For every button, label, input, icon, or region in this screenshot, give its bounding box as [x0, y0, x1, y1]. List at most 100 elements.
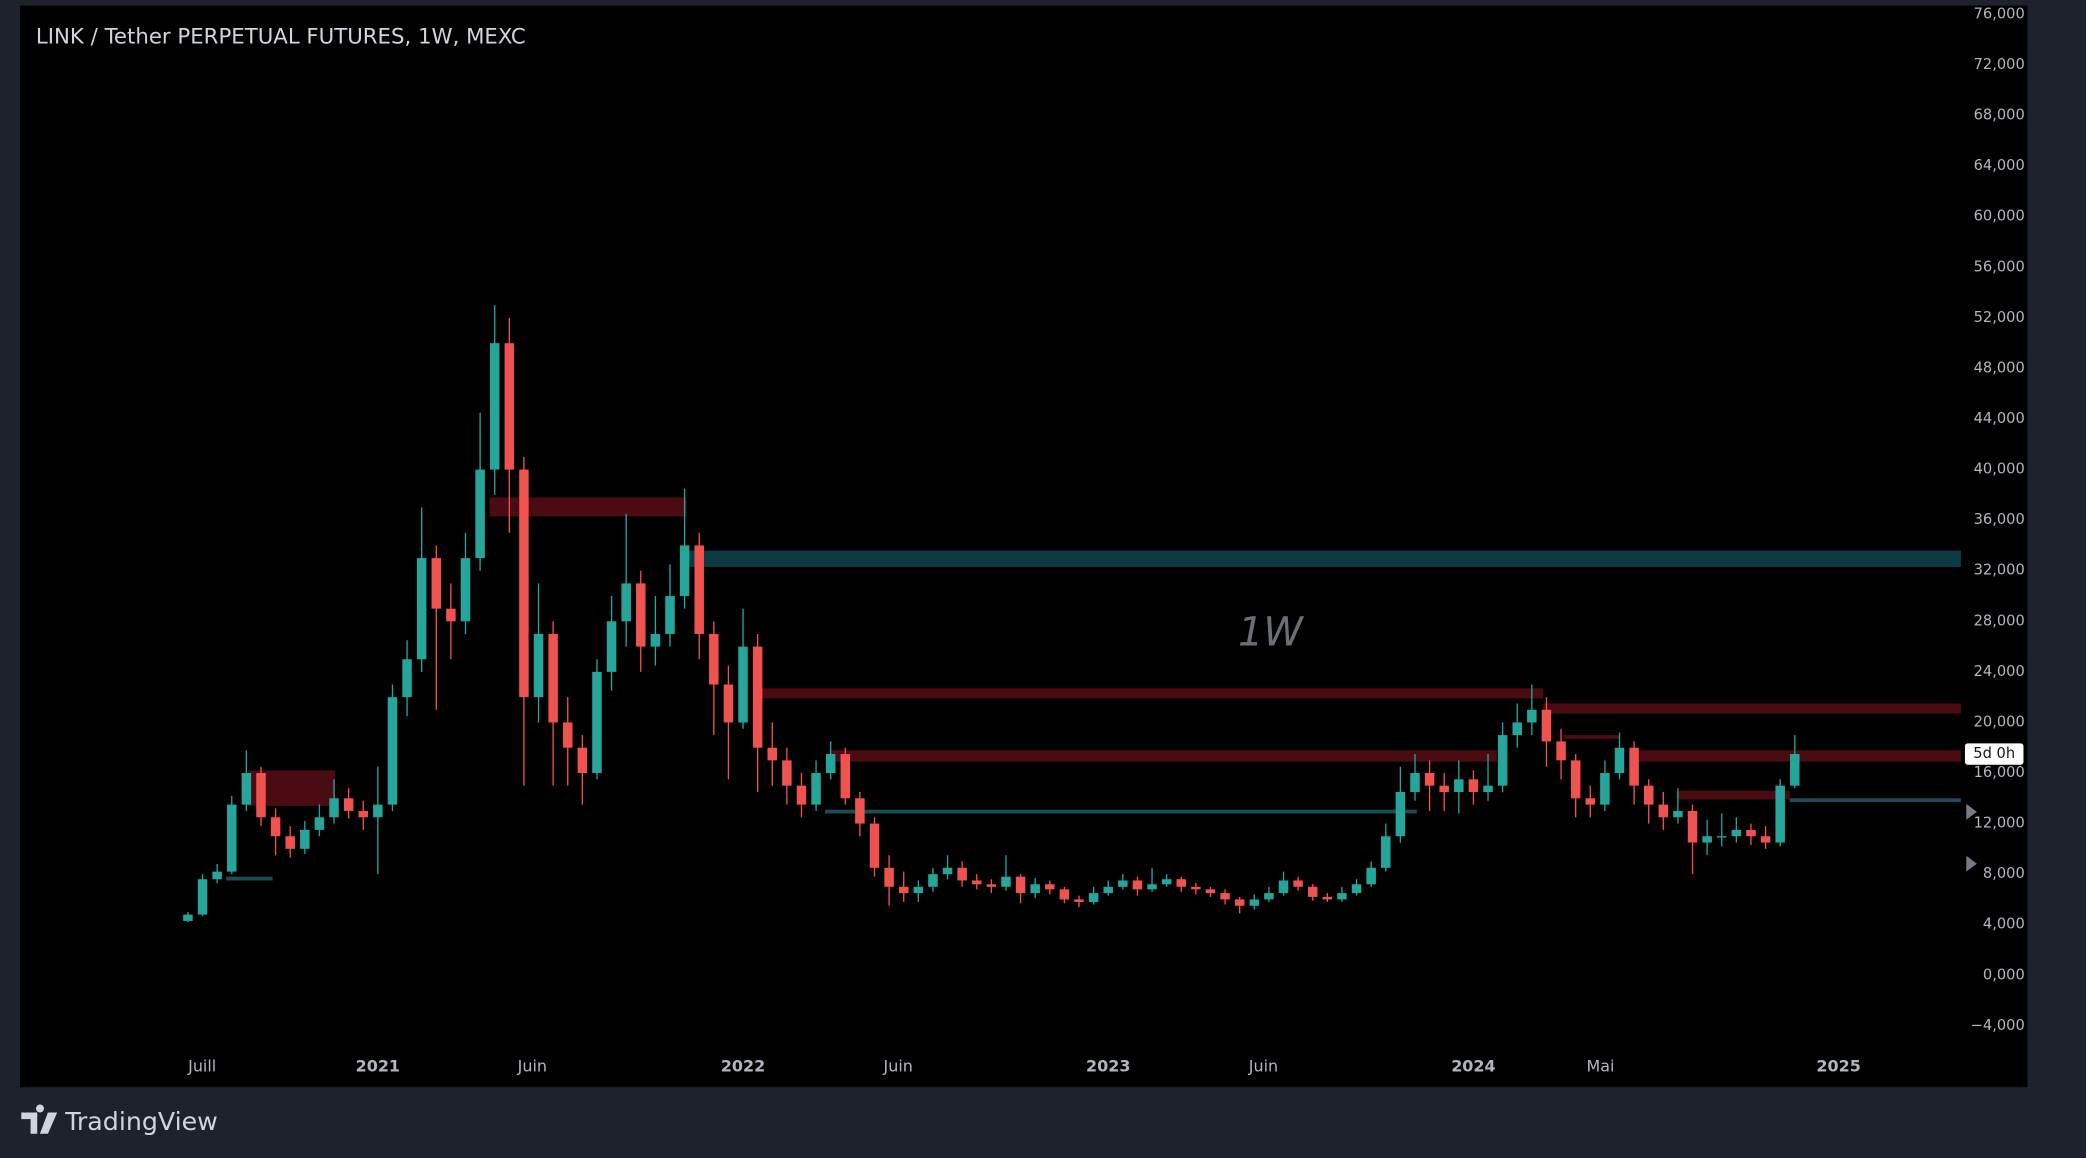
zones	[226, 497, 1961, 881]
candle-body	[767, 747, 777, 761]
y-tick-label: 16,000	[1974, 764, 2025, 781]
axes: 76,000 72,000 68,000 64,000 60,000 56,000 52,0…	[187, 5, 2025, 1075]
candle-body	[387, 697, 398, 805]
candle-body	[358, 810, 368, 818]
y-tick-label: 44,000	[1974, 410, 2025, 427]
candle-body	[752, 646, 763, 748]
candle-body	[1132, 880, 1143, 890]
y-tick-label: 76,000	[1974, 5, 2025, 22]
x-tick-label: Juin	[883, 1057, 913, 1076]
candle-body	[796, 785, 807, 805]
candle-body	[1483, 785, 1493, 792]
scroll-arrow[interactable]	[1966, 803, 1977, 820]
candle-body	[855, 798, 865, 824]
zone	[226, 876, 273, 881]
candle-body	[942, 867, 953, 875]
candle-body	[884, 867, 894, 887]
candle-body	[825, 754, 836, 774]
candle-body	[314, 817, 325, 830]
candle-body	[197, 879, 208, 915]
candle-body	[1220, 893, 1230, 900]
candle-body	[1760, 836, 1771, 843]
candle-body	[1322, 896, 1333, 900]
candle-body	[1191, 886, 1201, 890]
candle-body	[1424, 773, 1435, 786]
candle-body	[1468, 779, 1479, 792]
candle-body	[1585, 798, 1596, 805]
candle-body	[1454, 779, 1464, 792]
x-tick-label: Juin	[1248, 1057, 1278, 1076]
candle-body	[1629, 747, 1639, 786]
candle-body	[957, 867, 967, 881]
zone	[1789, 798, 1961, 803]
zone	[1676, 790, 1790, 800]
x-tick-label: Juill	[187, 1057, 216, 1076]
candle-body	[1088, 893, 1099, 902]
candle-body	[1059, 889, 1070, 900]
candle-body	[183, 914, 193, 921]
chart-title: LINK / Tether PERPETUAL FUTURES, 1W, MEX…	[36, 25, 526, 50]
x-tick-label: Juin	[517, 1057, 547, 1076]
candle-body	[1176, 879, 1187, 887]
candle-body	[1030, 884, 1040, 894]
candle-body	[972, 880, 982, 885]
logo[interactable]: TradingView	[21, 1104, 218, 1136]
candle-body	[270, 817, 281, 837]
candles	[183, 305, 1800, 923]
candle-body	[621, 583, 631, 622]
y-tick-label: 12,000	[1974, 815, 2025, 832]
candle-body	[533, 633, 544, 698]
zone	[1543, 703, 1961, 714]
candle-body	[1381, 836, 1391, 868]
candle-body	[402, 659, 412, 698]
candle-body	[1147, 884, 1157, 890]
candle-body	[300, 829, 310, 849]
candle-body	[1746, 829, 1756, 837]
candle-body	[723, 684, 734, 723]
candle-body	[1074, 899, 1084, 902]
candle-body	[1395, 791, 1406, 837]
candle-body	[1775, 785, 1785, 843]
candle-body	[1103, 886, 1113, 894]
candle-body	[241, 773, 252, 805]
candle-body	[606, 621, 617, 672]
x-tick-label: 2021	[356, 1057, 400, 1076]
y-tick-label: 68,000	[1974, 107, 2025, 124]
candle-body	[665, 596, 675, 634]
zone	[686, 550, 1961, 567]
candle-body	[928, 874, 938, 887]
zone	[489, 497, 687, 517]
y-tick-label: −4,000	[1971, 1017, 2025, 1034]
zone	[755, 688, 1544, 699]
candle-body	[840, 754, 851, 799]
candle-body	[1527, 709, 1537, 723]
candle-body	[1045, 884, 1055, 890]
candle-body	[1658, 804, 1669, 818]
candle-body	[1351, 884, 1362, 894]
candle-body	[1015, 876, 1026, 894]
y-tick-label: 32,000	[1974, 562, 2025, 579]
candle-body	[913, 886, 924, 894]
candle-body	[1249, 899, 1260, 906]
y-tick-label: 8,000	[1983, 865, 2025, 882]
candle-body	[489, 343, 500, 470]
candle-body	[1570, 760, 1581, 799]
candle-body	[562, 722, 573, 748]
scroll-arrow[interactable]	[1966, 855, 1977, 872]
candle-body	[694, 545, 704, 634]
candle-body	[738, 646, 748, 723]
candle-body	[504, 343, 515, 470]
candle-body	[548, 633, 558, 723]
countdown-box	[1964, 743, 2024, 765]
candle-body	[679, 545, 690, 597]
candle-body	[416, 558, 427, 660]
candle-body	[329, 798, 339, 818]
candle-body	[475, 469, 485, 559]
candle-body	[782, 760, 792, 786]
candle-body	[986, 884, 997, 887]
y-tick-label: 72,000	[1974, 56, 2025, 73]
candle-body	[869, 823, 880, 868]
y-tick-label: 28,000	[1974, 612, 2025, 629]
candle-body	[709, 633, 719, 685]
